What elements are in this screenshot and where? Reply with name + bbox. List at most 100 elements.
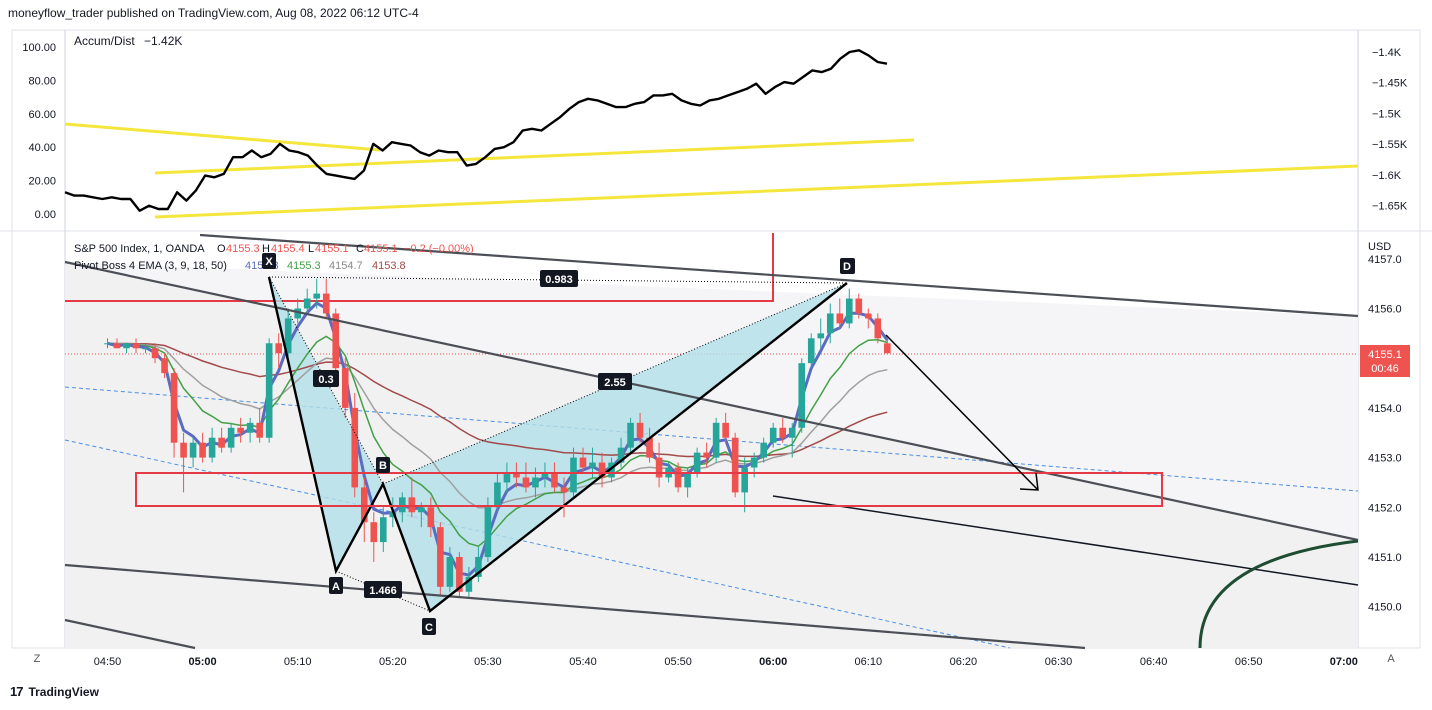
candle-body	[484, 507, 492, 557]
candle-body	[541, 472, 549, 478]
candle-body	[389, 512, 397, 518]
candle-body	[884, 343, 891, 354]
candle-body	[684, 472, 691, 488]
ad-trendline-upper	[64, 122, 381, 152]
candle-body	[475, 557, 482, 577]
ad-legend-value: −1.42K	[144, 34, 182, 48]
candle-body	[646, 437, 653, 458]
ad-legend-name: Accum/Dist	[74, 34, 135, 48]
candle-body	[836, 313, 844, 324]
candle-body	[189, 442, 197, 458]
point-c-label: C	[422, 618, 436, 635]
candle-body	[760, 442, 767, 458]
svg-text:0.983: 0.983	[545, 274, 573, 286]
candle-body	[294, 308, 301, 319]
candle-body	[503, 472, 511, 483]
candle-body	[551, 472, 558, 488]
time-tick: 06:40	[1140, 656, 1168, 668]
svg-text:B: B	[379, 460, 387, 472]
point-b-label: B	[376, 457, 390, 473]
candle-body	[142, 348, 149, 350]
candle-body	[788, 427, 796, 438]
candle-body	[769, 427, 777, 443]
ohlc-h: 4155.4	[271, 243, 305, 255]
brand-name: TradingView	[28, 684, 99, 699]
candle-body	[104, 343, 111, 345]
projection-arrow-shaft	[885, 334, 1039, 491]
candle-body	[465, 576, 473, 592]
candle-body	[513, 472, 520, 478]
candle-body	[712, 422, 720, 458]
countdown-value: 00:46	[1371, 363, 1399, 375]
candle-body	[170, 373, 178, 443]
candle-body	[874, 318, 882, 339]
ad-right-tick: −1.5K	[1372, 108, 1402, 120]
candle-body	[674, 467, 682, 488]
candle-body	[237, 427, 244, 433]
time-tick: 07:00	[1330, 656, 1358, 668]
time-tick: 06:20	[950, 656, 978, 668]
svg-text:1.466: 1.466	[369, 585, 397, 597]
candle-body	[798, 363, 806, 428]
svg-text:A: A	[332, 581, 340, 593]
ad-right-tick: −1.55K	[1372, 139, 1408, 151]
candle-body	[379, 517, 387, 543]
candle-body	[313, 293, 321, 299]
time-tick: 05:10	[284, 656, 312, 668]
candle-body	[522, 477, 530, 488]
last-price-label: 4155.1 00:46	[1360, 345, 1410, 377]
harmonic-bcd-fill	[383, 283, 847, 611]
support-zone-box	[135, 472, 1163, 507]
candle-body	[256, 422, 263, 438]
candle-body	[845, 298, 853, 324]
candle-body	[589, 462, 596, 468]
candle-body	[418, 507, 425, 513]
candle-body	[227, 427, 235, 448]
accum-dist-panel: 100.00 80.00 60.00 40.00 20.00 0.00 −1.4K −1.45…	[22, 42, 1407, 221]
svg-text:C: C	[425, 622, 433, 634]
candle-body	[598, 462, 606, 478]
candle-body	[560, 487, 568, 493]
candle-body	[322, 293, 330, 314]
candle-body	[427, 507, 435, 528]
candle-body	[579, 457, 587, 468]
candle-body	[627, 422, 634, 448]
time-tick: 06:30	[1045, 656, 1073, 668]
ohlc-l: 4155.1	[315, 243, 349, 255]
tradingview-logo-icon: 17	[10, 684, 24, 699]
ad-right-tick: −1.4K	[1372, 47, 1402, 59]
candle-body	[351, 407, 359, 488]
time-tick: 05:20	[379, 656, 407, 668]
time-tick: 05:00	[189, 656, 217, 668]
zoom-reset-button[interactable]: Z	[33, 653, 41, 665]
candle-body	[275, 343, 282, 354]
time-tick: 05:50	[664, 656, 692, 668]
price-tick: 4153.0	[1368, 453, 1402, 465]
candle-body	[132, 343, 140, 349]
time-tick: 05:40	[569, 656, 597, 668]
candle-body	[446, 557, 454, 587]
ohlc-o-label: O	[217, 243, 226, 255]
ohlc-l-label: L	[308, 243, 314, 255]
chart-canvas[interactable]: 100.00 80.00 60.00 40.00 20.00 0.00 −1.4K −1.45…	[0, 0, 1432, 680]
candle-body	[360, 487, 368, 523]
ad-trendline-lower	[154, 164, 1359, 219]
auto-scale-button[interactable]: A	[1387, 653, 1395, 665]
ad-left-tick: 40.00	[28, 142, 56, 154]
ohlc-c: 4155.1	[364, 243, 398, 255]
upper-panel-bg	[65, 30, 1358, 230]
harmonic-xb-dotted	[268, 276, 384, 485]
last-price-value: 4155.1	[1368, 349, 1402, 361]
candle-body	[303, 298, 311, 309]
svg-text:0.3: 0.3	[318, 374, 333, 386]
price-legend: S&P 500 Index, 1, OANDA O 4155.3 H 4155.…	[74, 241, 1391, 272]
ratio-xd-label: 0.983	[540, 270, 578, 287]
candle-body	[855, 298, 863, 314]
ohlc-change: −0.2 (−0.00%)	[404, 243, 474, 255]
time-tick: 05:30	[474, 656, 502, 668]
candle-body	[370, 522, 378, 543]
ad-legend: Accum/Dist −1.42K	[74, 34, 182, 48]
candle-body	[113, 343, 121, 349]
currency-label: USD	[1368, 241, 1391, 253]
candle-body	[608, 462, 615, 478]
